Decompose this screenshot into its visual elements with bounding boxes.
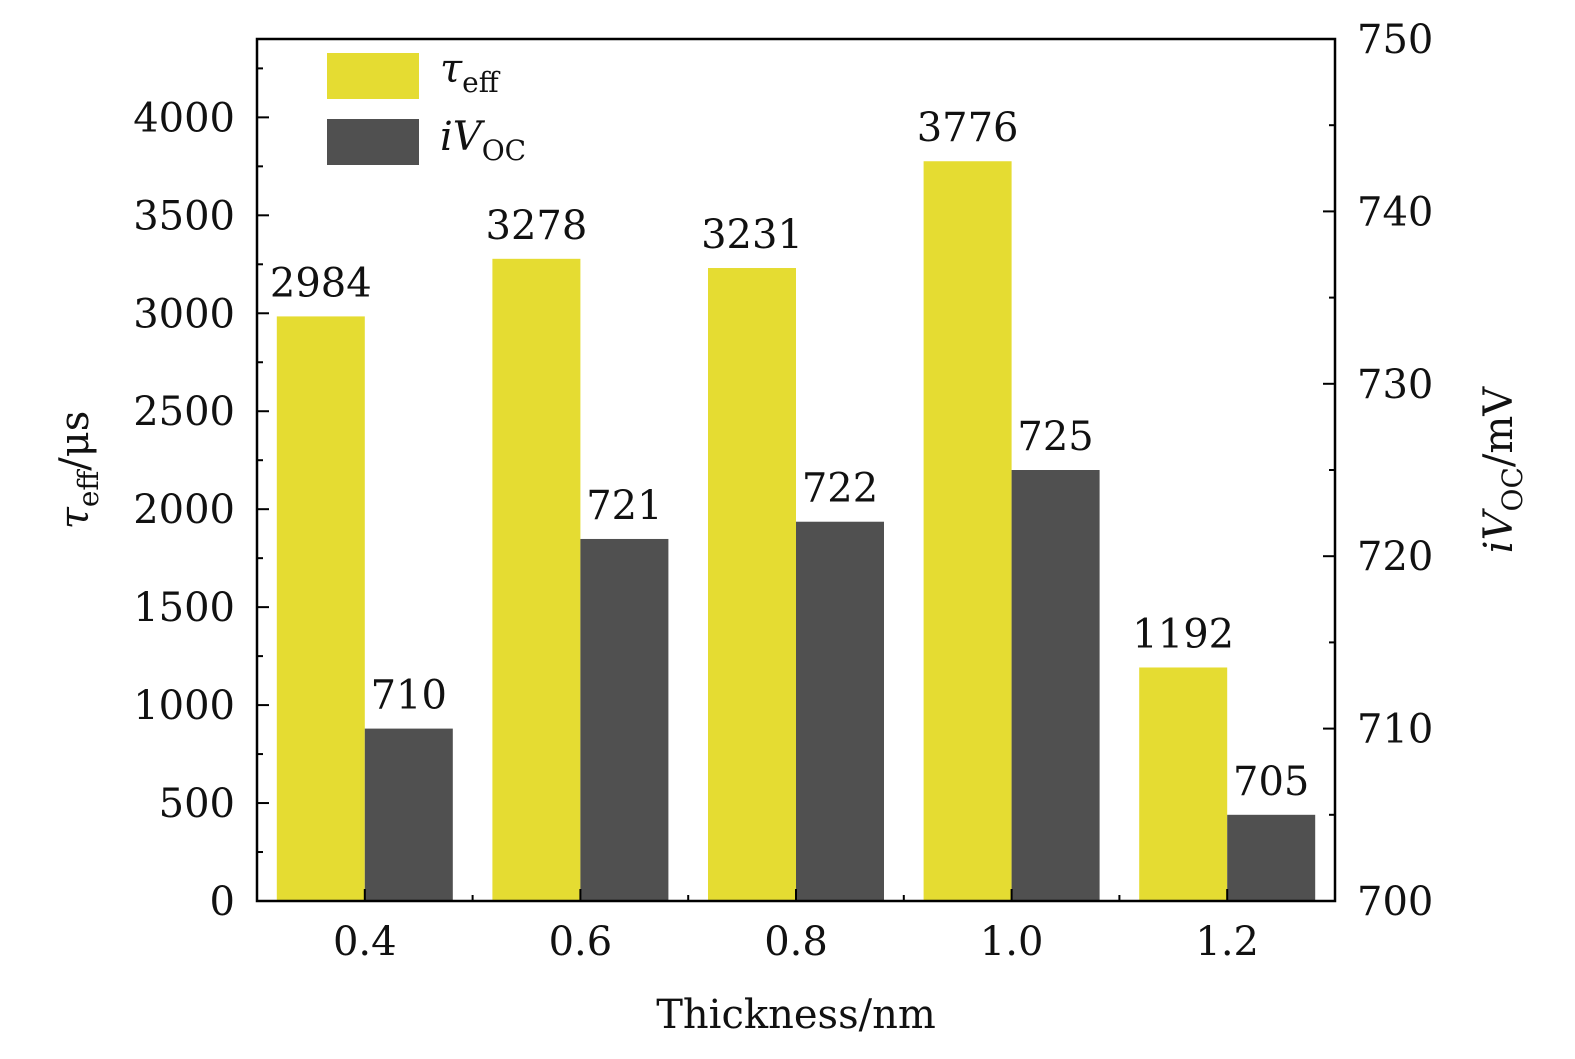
x-axis-title: Thickness/nm	[656, 992, 936, 1038]
x-tick-label: 0.6	[549, 919, 613, 965]
y-axis-right-title: iVOC/mV	[1476, 386, 1529, 553]
data-label-ivoc-1: 721	[586, 483, 662, 529]
legend: τeff iVOC	[327, 46, 526, 167]
y-left-tick-label: 2000	[133, 487, 235, 533]
bar-ivoc-3	[1011, 470, 1100, 901]
data-label-tau-eff-1: 3278	[486, 203, 588, 249]
x-tick-label: 0.4	[333, 919, 397, 965]
y-right-tick-label: 710	[1357, 707, 1433, 753]
y-right-tick-label: 720	[1357, 534, 1433, 580]
y-left-tick-label: 3500	[133, 193, 235, 239]
data-label-tau-eff-4: 1192	[1132, 611, 1234, 657]
x-tick-label: 0.8	[764, 919, 828, 965]
bar-ivoc-1	[580, 538, 669, 901]
y-right-tick-label: 740	[1357, 189, 1433, 235]
bar-tau-eff-4	[1139, 667, 1228, 901]
data-label-tau-eff-0: 2984	[270, 260, 372, 306]
bar-tau-eff-3	[923, 161, 1012, 902]
data-label-ivoc-2: 722	[802, 466, 878, 512]
bars-layer	[276, 161, 1316, 902]
data-label-tau-eff-2: 3231	[701, 212, 803, 258]
x-tick-label: 1.0	[980, 919, 1044, 965]
legend-swatch-tau-eff	[327, 53, 419, 99]
data-label-tau-eff-3: 3776	[917, 105, 1019, 151]
y-left-tick-label: 2500	[133, 389, 235, 435]
y-left-tick-label: 1500	[133, 585, 235, 631]
plot-frame	[255, 37, 1337, 903]
data-label-ivoc-0: 710	[371, 673, 447, 719]
data-label-ivoc-3: 725	[1017, 414, 1093, 460]
bar-ivoc-4	[1227, 814, 1316, 901]
y-right-tick-label: 700	[1357, 879, 1433, 925]
y-right-tick-label: 750	[1357, 17, 1433, 63]
y-axis-left-title: τeff/μs	[52, 411, 105, 530]
y-left-tick-label: 0	[210, 879, 235, 925]
bar-tau-eff-1	[492, 258, 581, 901]
legend-swatch-ivoc	[327, 119, 419, 165]
bar-ivoc-2	[796, 521, 884, 901]
y-left-tick-label: 1000	[133, 683, 235, 729]
legend-label-ivoc: iVOC	[440, 114, 526, 167]
legend-label-tau-eff: τeff	[440, 46, 501, 99]
x-tick-label: 1.2	[1195, 919, 1259, 965]
ticks-layer: 0 500 1000 1500 2000 2500 3000 3500 4000 700 710 72…	[133, 17, 1433, 965]
y-right-tick-label: 730	[1357, 362, 1433, 408]
bar-tau-eff-2	[708, 268, 796, 902]
bar-ivoc-0	[364, 728, 453, 901]
bar-labels-layer: 2984 3278 3231 3776 1192 710 721 722 725 705	[270, 105, 1309, 805]
y-left-tick-label: 500	[159, 781, 235, 827]
y-left-tick-label: 3000	[133, 291, 235, 337]
bar-tau-eff-0	[276, 316, 365, 901]
data-label-ivoc-4: 705	[1233, 759, 1309, 805]
y-left-tick-label: 4000	[133, 95, 235, 141]
